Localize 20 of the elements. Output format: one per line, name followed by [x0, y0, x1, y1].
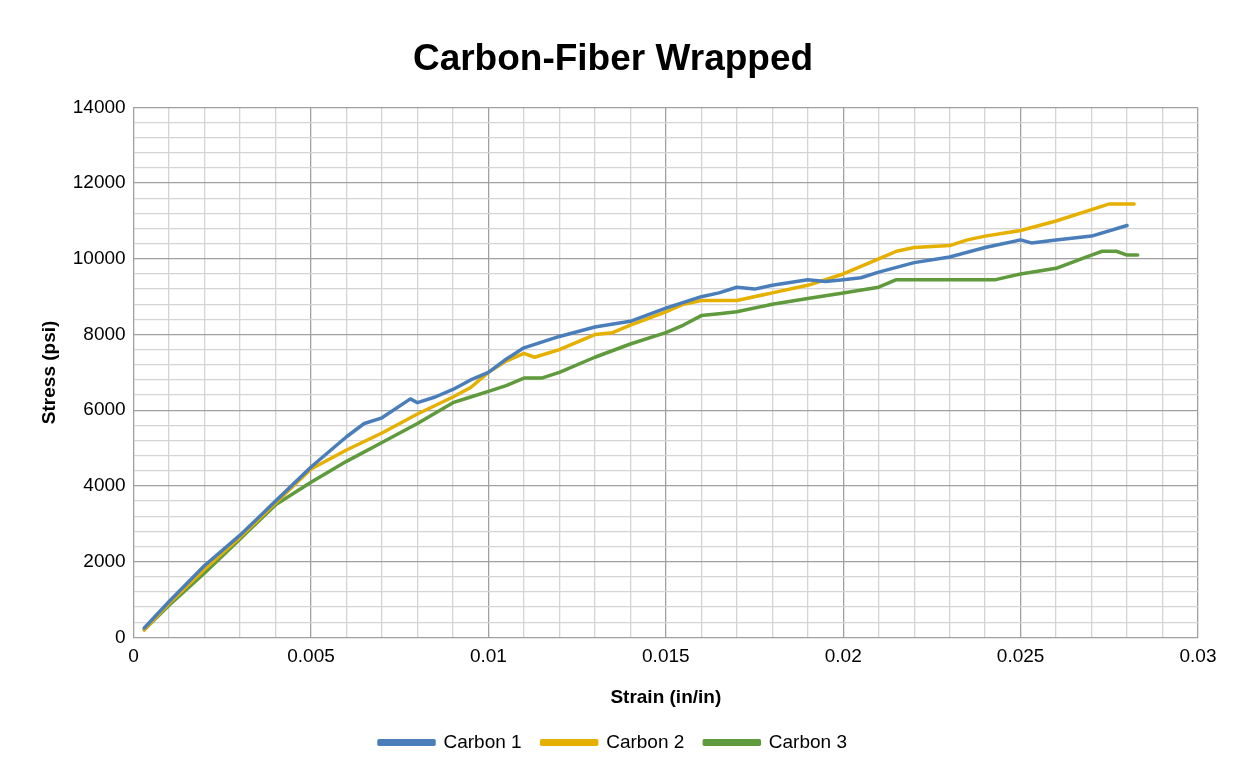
legend-label: Carbon 1	[443, 730, 522, 752]
y-tick-label: 12000	[72, 171, 126, 193]
y-tick-label: 14000	[72, 95, 126, 117]
y-axis-title: Stress (psi)	[37, 320, 59, 425]
y-tick-label: 6000	[83, 398, 126, 420]
x-tick-label: 0.02	[824, 645, 862, 667]
y-tick-label: 4000	[83, 474, 126, 496]
x-tick-label: 0.01	[469, 645, 507, 667]
x-axis-title: Strain (in/in)	[610, 685, 722, 707]
x-tick-label: 0.005	[287, 645, 335, 667]
legend-label: Carbon 3	[768, 730, 847, 752]
y-tick-label: 8000	[83, 322, 126, 344]
x-tick-label: 0.03	[1179, 645, 1217, 667]
y-tick-label: 0	[115, 625, 126, 647]
chart-title: Carbon-Fiber Wrapped	[412, 37, 814, 79]
y-tick-label: 2000	[83, 549, 126, 571]
x-tick-label: 0.015	[642, 645, 690, 667]
legend-label: Carbon 2	[606, 730, 685, 752]
x-tick-label: 0.025	[996, 645, 1045, 667]
y-tick-label: 10000	[72, 247, 126, 269]
